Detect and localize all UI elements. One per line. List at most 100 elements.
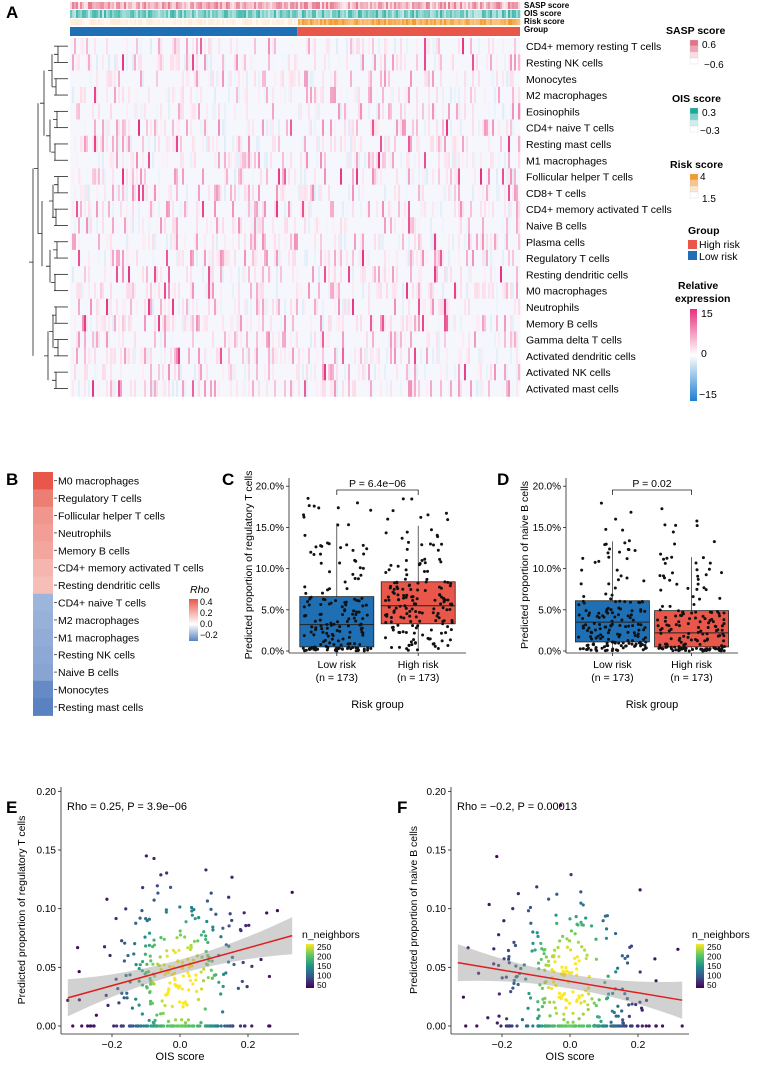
heatmap-cell bbox=[440, 70, 443, 88]
ois-cell bbox=[350, 10, 353, 18]
heatmap-cell bbox=[214, 152, 217, 169]
heatmap-cell bbox=[424, 217, 427, 234]
heatmap-cell bbox=[186, 298, 189, 316]
heatmap-cell bbox=[424, 86, 427, 104]
heatmap-cell bbox=[72, 103, 75, 120]
heatmap-cell bbox=[416, 86, 419, 104]
heatmap-cell bbox=[218, 331, 221, 348]
heatmap-cell bbox=[106, 217, 109, 234]
sasp-cell bbox=[330, 2, 333, 9]
heatmap-cell bbox=[168, 282, 171, 299]
heatmap-cell bbox=[228, 201, 231, 218]
heatmap-cell bbox=[456, 233, 459, 251]
heatmap-cell bbox=[456, 86, 459, 104]
heatmap-cell bbox=[138, 86, 141, 104]
heatmap-cell bbox=[424, 152, 427, 169]
risk-cell bbox=[92, 19, 95, 25]
heatmap-cell bbox=[280, 249, 283, 267]
heatmap-cell bbox=[190, 152, 193, 169]
heatmap-cell bbox=[436, 249, 439, 267]
heatmap-cell bbox=[432, 168, 435, 185]
heatmap-cell bbox=[492, 119, 495, 136]
heatmap-cell bbox=[80, 184, 83, 202]
heatmap-cell bbox=[314, 168, 317, 185]
heatmap-cell bbox=[320, 54, 323, 71]
heatmap-cell bbox=[442, 298, 445, 316]
heatmap-cell bbox=[182, 282, 185, 299]
heatmap-cell bbox=[454, 217, 457, 234]
sasp-cell bbox=[496, 2, 499, 9]
heatmap-cell bbox=[150, 233, 153, 251]
heatmap-cell bbox=[166, 184, 169, 202]
heatmap-cell bbox=[320, 70, 323, 88]
heatmap-cell bbox=[408, 119, 411, 136]
heatmap-cell bbox=[172, 233, 175, 251]
track-label-group: Group bbox=[524, 25, 548, 34]
heatmap-cell bbox=[374, 298, 377, 316]
heatmap-cell bbox=[184, 315, 187, 332]
heatmap-cell bbox=[88, 282, 91, 299]
sasp-cell bbox=[514, 2, 517, 9]
heatmap-cell bbox=[294, 331, 297, 348]
heatmap-cell bbox=[322, 38, 325, 55]
risk-cell bbox=[454, 19, 457, 25]
heatmap-cell bbox=[396, 86, 399, 104]
ois-cell bbox=[384, 10, 387, 18]
heatmap-cell bbox=[430, 249, 433, 267]
heatmap-cell bbox=[260, 315, 263, 332]
heatmap-cell bbox=[308, 315, 311, 332]
heatmap-cell bbox=[136, 201, 139, 218]
heatmap-cell bbox=[452, 201, 455, 218]
heatmap-cell bbox=[306, 103, 309, 120]
ois-cell bbox=[90, 10, 93, 18]
heatmap-cell bbox=[360, 38, 363, 55]
heatmap-cell bbox=[410, 331, 413, 348]
heatmap-cell bbox=[156, 201, 159, 218]
heatmap-cell bbox=[160, 201, 163, 218]
risk-cell bbox=[168, 19, 171, 25]
heatmap-cell bbox=[284, 331, 287, 348]
heatmap-cell bbox=[468, 298, 471, 316]
heatmap-cell bbox=[174, 135, 177, 153]
heatmap-cell bbox=[456, 168, 459, 185]
heatmap-cell bbox=[212, 315, 215, 332]
heatmap-cell bbox=[104, 184, 107, 202]
heatmap-cell bbox=[412, 184, 415, 202]
heatmap-cell bbox=[472, 282, 475, 299]
heatmap-cell bbox=[146, 298, 149, 316]
heatmap-cell bbox=[236, 168, 239, 185]
heatmap-cell bbox=[366, 298, 369, 316]
heatmap-cell bbox=[444, 86, 447, 104]
risk-cell bbox=[406, 19, 409, 25]
heatmap-cell bbox=[322, 282, 325, 299]
risk-cell bbox=[326, 19, 329, 25]
heatmap-cell bbox=[452, 70, 455, 88]
heatmap-cell bbox=[174, 315, 177, 332]
heatmap-cell bbox=[466, 168, 469, 185]
heatmap-cell bbox=[158, 135, 161, 153]
heatmap-cell bbox=[498, 103, 501, 120]
heatmap-cell bbox=[370, 217, 373, 234]
heatmap-cell bbox=[412, 135, 415, 153]
ois-cell bbox=[336, 10, 339, 18]
ois-cell bbox=[232, 10, 235, 18]
heatmap-cell bbox=[466, 70, 469, 88]
heatmap-cell bbox=[476, 119, 479, 136]
heatmap-cell bbox=[430, 135, 433, 153]
heatmap-cell bbox=[450, 103, 453, 120]
heatmap-cell bbox=[112, 135, 115, 153]
heatmap-cell bbox=[304, 298, 307, 316]
heatmap-cell bbox=[178, 103, 181, 120]
risk-cell bbox=[414, 19, 417, 25]
heatmap-cell bbox=[432, 152, 435, 169]
heatmap-cell bbox=[370, 168, 373, 185]
heatmap-cell bbox=[186, 119, 189, 136]
heatmap-cell bbox=[156, 315, 159, 332]
heatmap-cell bbox=[232, 135, 235, 153]
heatmap-cell bbox=[474, 168, 477, 185]
ois-cell bbox=[118, 10, 121, 18]
heatmap-cell bbox=[72, 86, 75, 104]
heatmap-cell bbox=[218, 201, 221, 218]
heatmap-cell bbox=[262, 315, 265, 332]
heatmap-cell bbox=[448, 184, 451, 202]
